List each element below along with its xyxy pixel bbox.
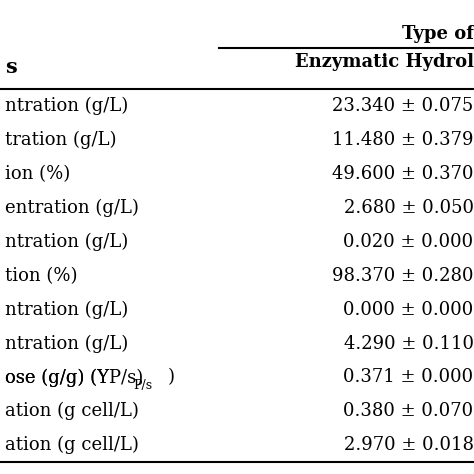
Text: 0.020 ± 0.000: 0.020 ± 0.000	[344, 233, 474, 251]
Text: 98.370 ± 0.280: 98.370 ± 0.280	[332, 267, 474, 285]
Text: ose (g/g) (Y: ose (g/g) (Y	[5, 368, 109, 387]
Text: 0.000 ± 0.000: 0.000 ± 0.000	[343, 301, 474, 319]
Text: ation (g cell/L): ation (g cell/L)	[5, 402, 139, 420]
Text: 2.970 ± 0.018: 2.970 ± 0.018	[344, 436, 474, 454]
Text: ntration (g/L): ntration (g/L)	[5, 301, 128, 319]
Text: 11.480 ± 0.379: 11.480 ± 0.379	[332, 131, 474, 149]
Text: entration (g/L): entration (g/L)	[5, 199, 139, 217]
Text: 0.380 ± 0.070: 0.380 ± 0.070	[344, 402, 474, 420]
Text: Enzymatic Hydrol: Enzymatic Hydrol	[295, 53, 474, 71]
Text: ntration (g/L): ntration (g/L)	[5, 334, 128, 353]
Text: tration (g/L): tration (g/L)	[5, 131, 117, 149]
Text: ation (g cell/L): ation (g cell/L)	[5, 436, 139, 455]
Text: ntration (g/L): ntration (g/L)	[5, 97, 128, 115]
Text: 4.290 ± 0.110: 4.290 ± 0.110	[344, 335, 474, 353]
Text: 49.600 ± 0.370: 49.600 ± 0.370	[332, 165, 474, 183]
Text: s: s	[5, 57, 17, 77]
Text: ion (%): ion (%)	[5, 165, 70, 183]
Text: 2.680 ± 0.050: 2.680 ± 0.050	[344, 199, 474, 217]
Text: ose (g/g) (YP/s): ose (g/g) (YP/s)	[5, 368, 143, 387]
Text: 23.340 ± 0.075: 23.340 ± 0.075	[332, 97, 474, 115]
Text: ): )	[168, 368, 175, 386]
Text: 0.371 ± 0.000: 0.371 ± 0.000	[344, 368, 474, 386]
Text: tion (%): tion (%)	[5, 267, 77, 285]
Text: P/s: P/s	[134, 379, 153, 392]
Text: ntration (g/L): ntration (g/L)	[5, 233, 128, 251]
Text: Type of: Type of	[401, 26, 474, 44]
Text: ose (g/g) (Y: ose (g/g) (Y	[5, 368, 109, 387]
